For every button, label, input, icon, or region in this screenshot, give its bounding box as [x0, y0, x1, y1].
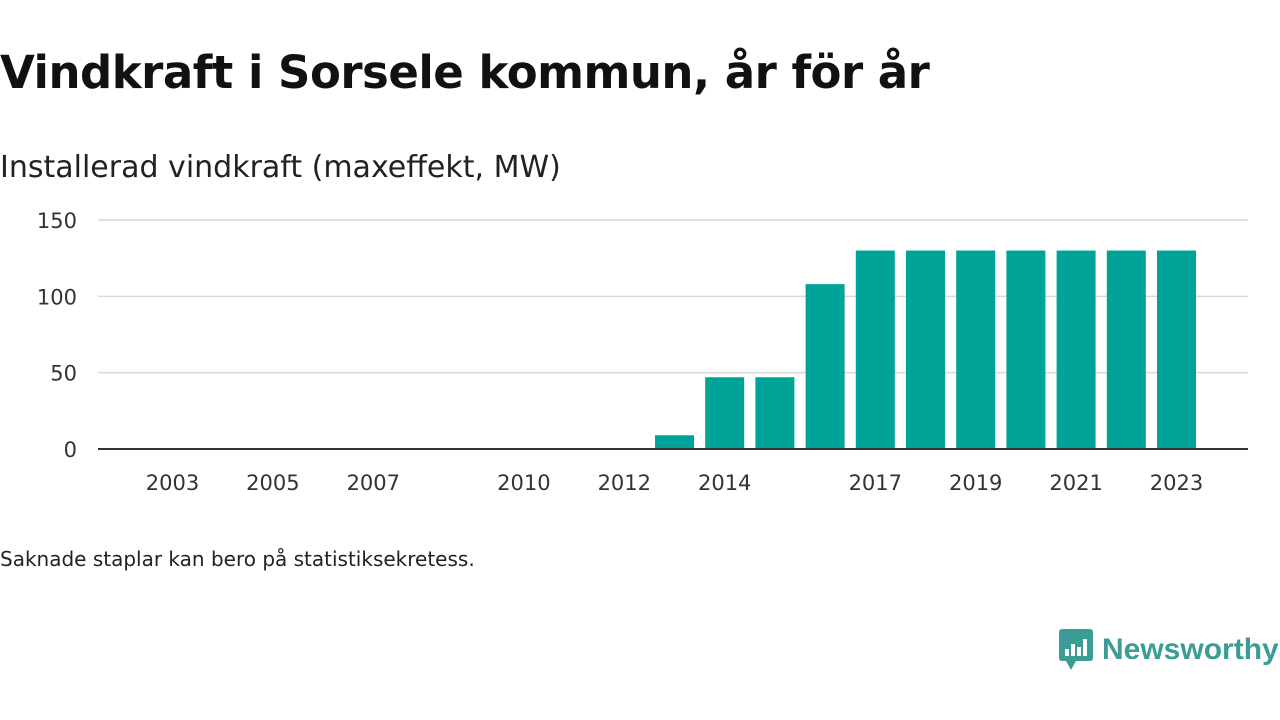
x-tick-label: 2010	[497, 471, 550, 495]
y-axis-ticks: 0 50 100 150	[37, 209, 77, 462]
chart-subtitle: Installerad vindkraft (maxeffekt, MW)	[0, 150, 561, 185]
gridlines	[98, 219, 1248, 374]
newsworthy-logo-icon	[1059, 629, 1093, 670]
bar-2015	[755, 377, 795, 449]
y-tick-label: 50	[50, 362, 77, 386]
bar-2022	[1106, 250, 1146, 449]
x-tick-label: 2023	[1150, 471, 1203, 495]
x-tick-label: 2003	[146, 471, 199, 495]
x-tick-label: 2021	[1049, 471, 1102, 495]
footnote: Saknade staplar kan bero på statistiksek…	[0, 547, 475, 571]
y-tick-label: 150	[37, 209, 77, 233]
x-tick-label: 2017	[849, 471, 902, 495]
bar-2017	[855, 250, 895, 449]
bar-2020	[1006, 250, 1046, 449]
bar-2014	[705, 377, 745, 449]
bar-2023	[1157, 250, 1196, 449]
bar-2019	[956, 250, 996, 449]
x-tick-label: 2014	[698, 471, 751, 495]
brand-name: Newsworthy	[1102, 633, 1279, 666]
bar-2013	[655, 435, 694, 449]
bars	[655, 250, 1196, 449]
bar-2016	[805, 284, 845, 449]
chart-title: Vindkraft i Sorsele kommun, år för år	[0, 46, 930, 99]
x-tick-label: 2005	[246, 471, 299, 495]
x-tick-label: 2007	[347, 471, 400, 495]
x-tick-label: 2019	[949, 471, 1002, 495]
y-tick-label: 100	[37, 285, 77, 309]
brand-logo[interactable]: Newsworthy	[1058, 628, 1279, 672]
bar-2021	[1056, 250, 1096, 449]
y-tick-label: 0	[64, 438, 77, 462]
x-axis-ticks: 2003 2005 2007 2010 2012 2014 2017 2019 2021 2023	[146, 471, 1203, 495]
bar-2018	[906, 250, 945, 449]
x-tick-label: 2012	[598, 471, 651, 495]
